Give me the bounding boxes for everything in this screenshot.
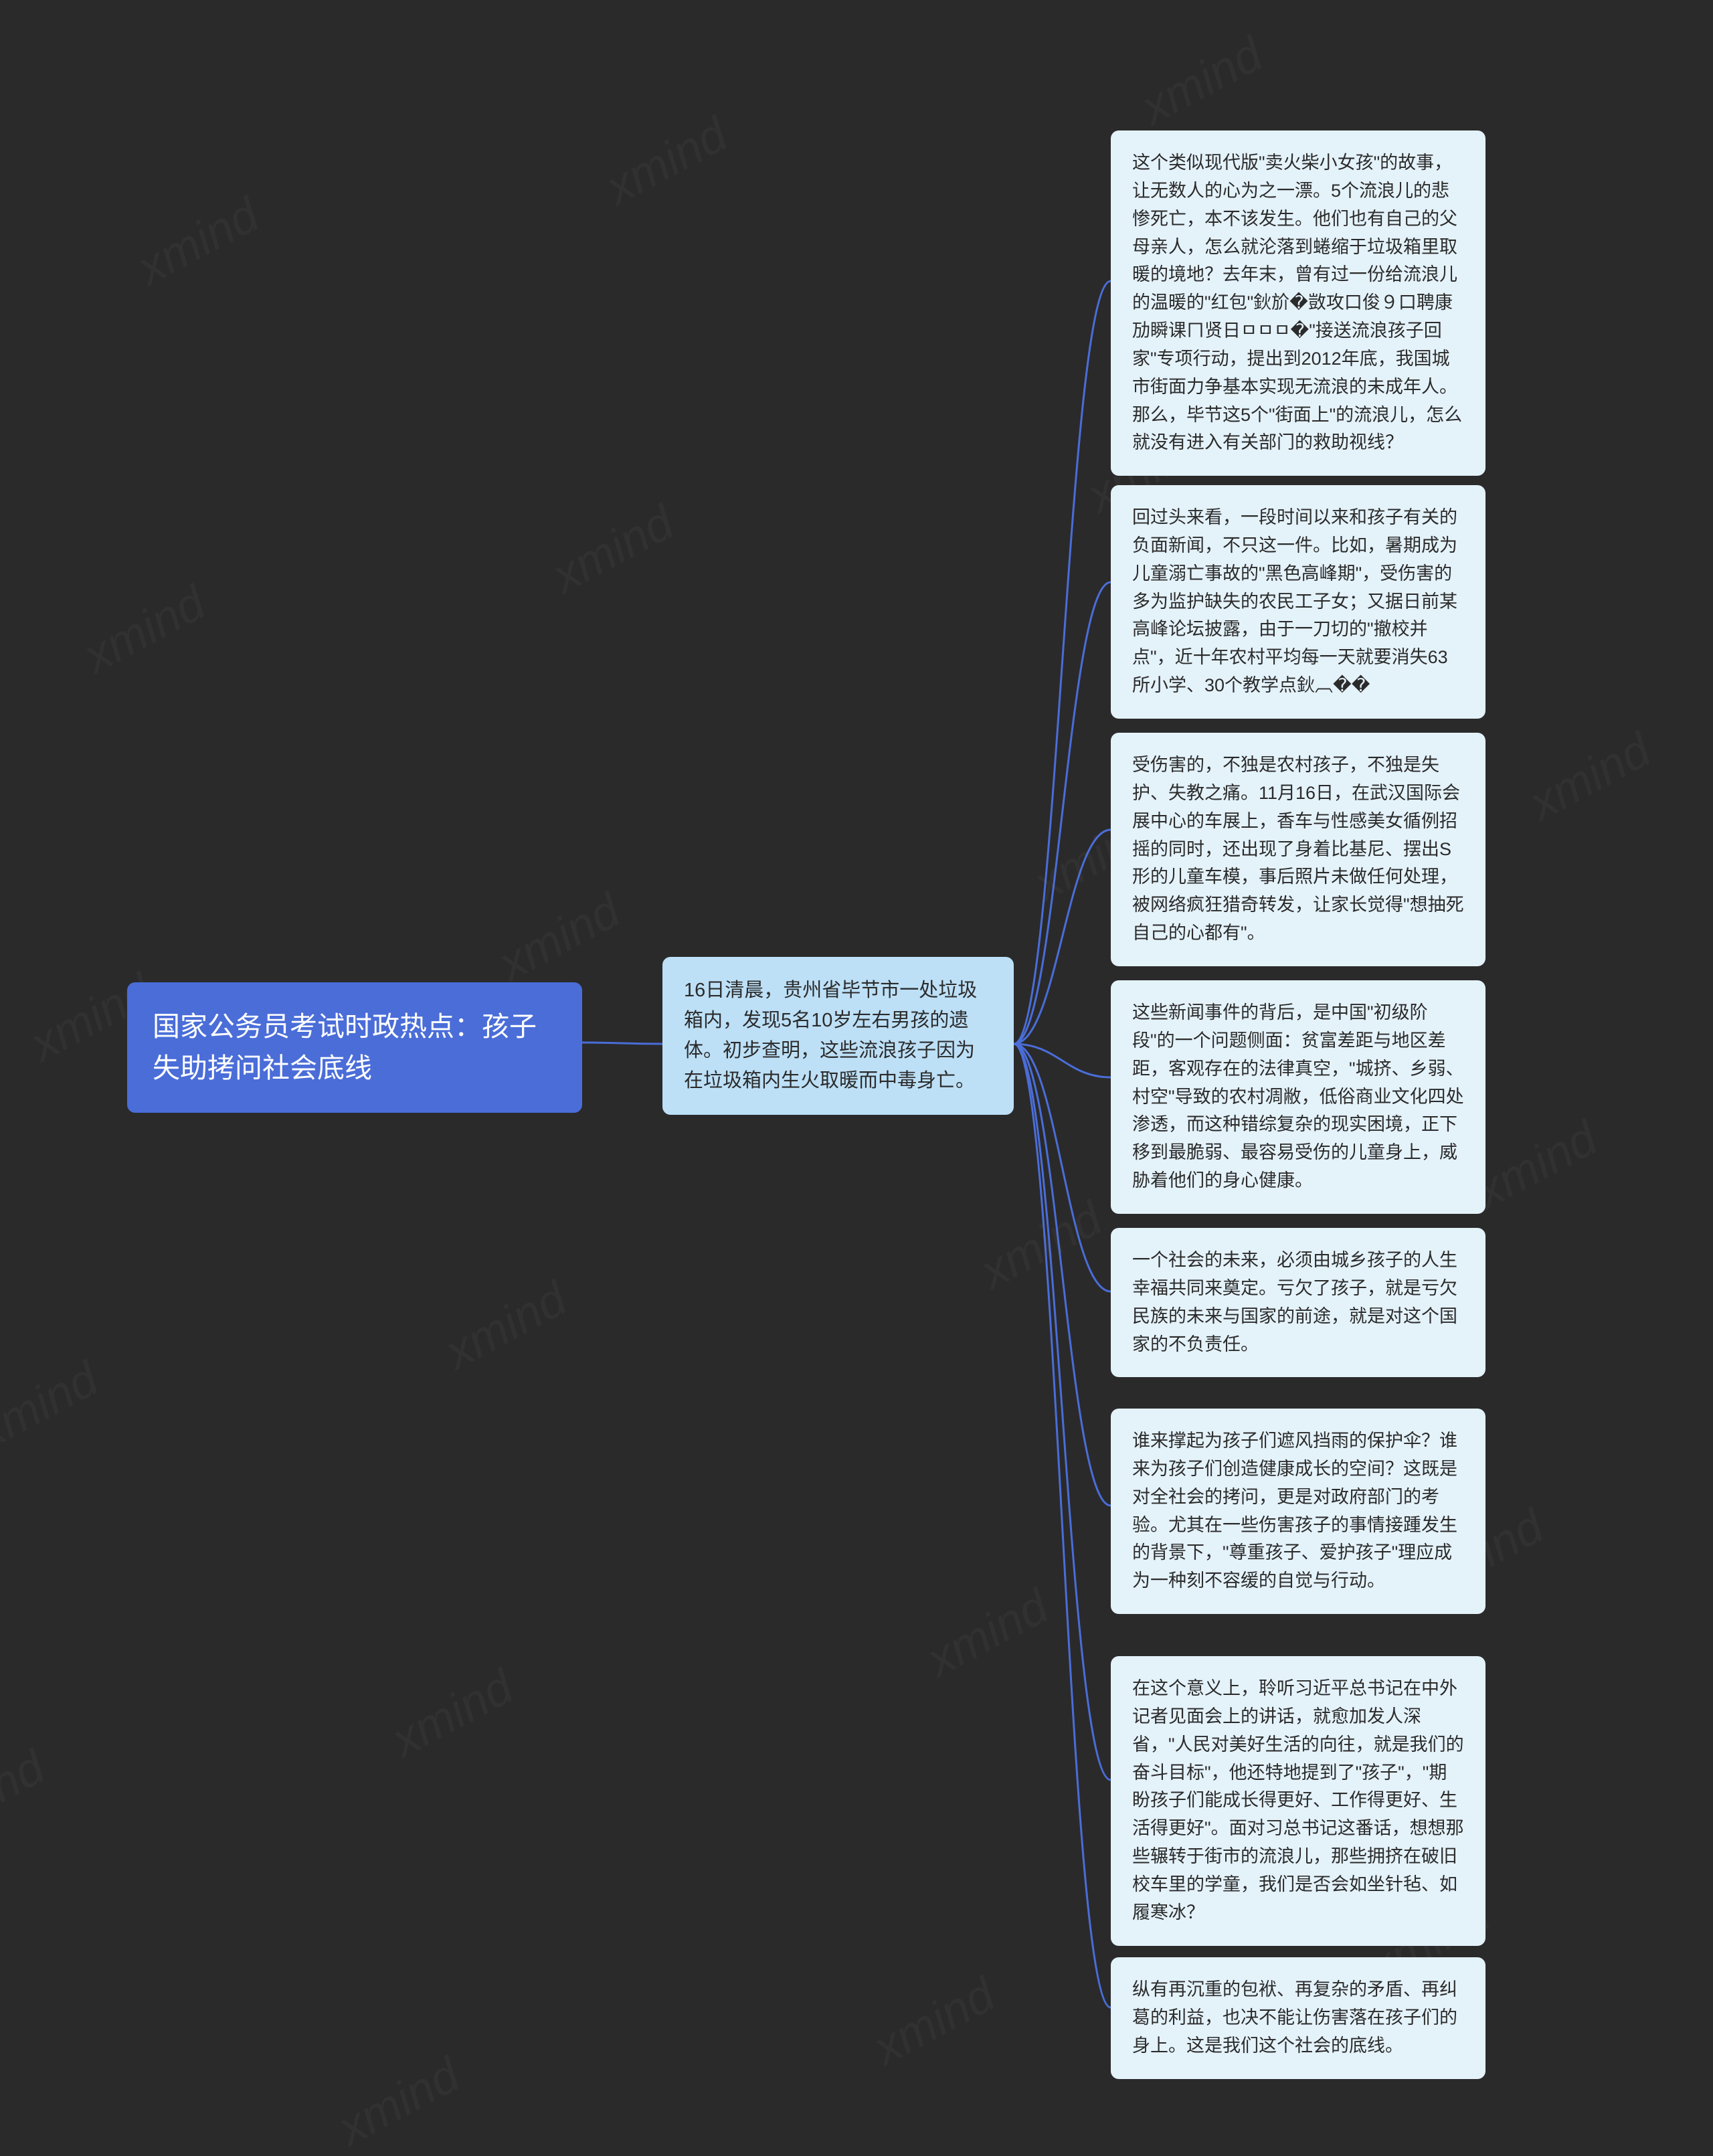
leaf-node-0[interactable]: 这个类似现代版"卖火柴小女孩"的故事，让无数人的心为之一漂。5个流浪儿的悲惨死亡… <box>1111 130 1485 476</box>
watermark: xmind <box>329 2048 468 2156</box>
mindmap-container: xmind xmind xmind xmind xmind xmind xmind xmind… <box>0 0 1713 2123</box>
level2-node[interactable]: 16日清晨，贵州省毕节市一处垃圾箱内，发现5名10岁左右男孩的遗体。初步查明，这… <box>662 957 1014 1115</box>
leaf-node-2[interactable]: 受伤害的，不独是农村孩子，不独是失护、失教之痛。11月16日，在武汉国际会展中心… <box>1111 733 1485 966</box>
watermark: xmind <box>597 107 736 216</box>
watermark: xmind <box>543 495 683 604</box>
root-node[interactable]: 国家公务员考试时政热点：孩子失助拷问社会底线 <box>127 982 582 1113</box>
watermark: xmind <box>490 883 629 992</box>
watermark: xmind <box>918 1579 1057 1688</box>
watermark: xmind <box>383 1659 522 1769</box>
watermark: xmind <box>972 1191 1111 1300</box>
leaf-node-4[interactable]: 一个社会的未来，必须由城乡孩子的人生幸福共同来奠定。亏欠了孩子，就是亏欠民族的未… <box>1111 1228 1485 1377</box>
watermark: xmind <box>0 1740 54 1849</box>
watermark: xmind <box>865 1967 1004 2076</box>
leaf-node-1[interactable]: 回过头来看，一段时间以来和孩子有关的负面新闻，不只这一件。比如，暑期成为儿童溺亡… <box>1111 485 1485 719</box>
leaf-node-7[interactable]: 纵有再沉重的包袱、再复杂的矛盾、再纠葛的利益，也决不能让伤害落在孩子们的身上。这… <box>1111 1957 1485 2079</box>
watermark: xmind <box>0 1352 107 1461</box>
watermark: xmind <box>436 1271 575 1380</box>
leaf-node-3[interactable]: 这些新闻事件的背后，是中国"初级阶段"的一个问题侧面：贫富差距与地区差距，客观存… <box>1111 980 1485 1214</box>
watermark: xmind <box>1132 27 1271 136</box>
watermark: xmind <box>1467 1111 1606 1220</box>
leaf-node-5[interactable]: 谁来撑起为孩子们遮风挡雨的保护伞？谁来为孩子们创造健康成长的空间？这既是对全社会… <box>1111 1409 1485 1614</box>
watermark: xmind <box>1520 723 1659 832</box>
leaf-node-6[interactable]: 在这个意义上，聆听习近平总书记在中外记者见面会上的讲话，就愈加发人深省，"人民对… <box>1111 1656 1485 1946</box>
watermark: xmind <box>128 187 268 296</box>
watermark: xmind <box>75 575 214 685</box>
